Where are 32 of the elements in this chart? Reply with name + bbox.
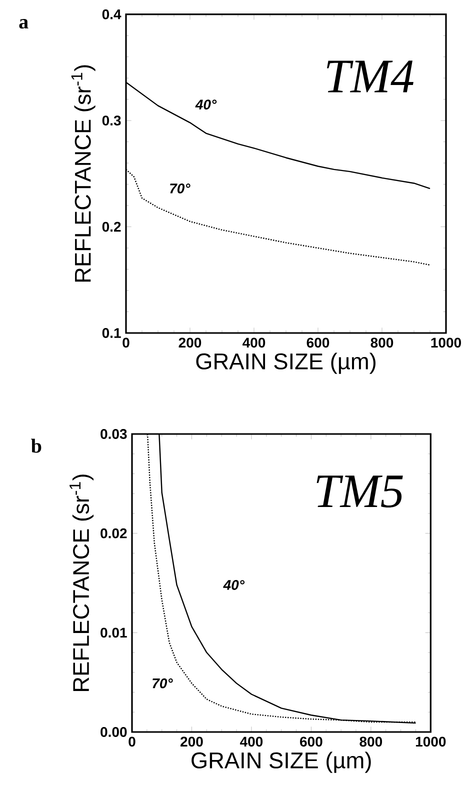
x-tick-label: 0	[122, 338, 130, 348]
x-tick-label: 1000	[431, 338, 461, 348]
y-tick-label: 0.3	[102, 116, 121, 126]
y-tick-label: 0.1	[102, 328, 121, 338]
series-label: 40°	[195, 100, 217, 110]
text: 40°	[223, 580, 245, 590]
x-tick-label: 400	[240, 736, 263, 747]
text: TM4	[326, 60, 414, 92]
x-tick-label: 1000	[416, 736, 446, 747]
y-axis-title: REFLECTANCE (sr$^{-1}$)	[71, 65, 96, 282]
x-tick-label: 0	[128, 736, 136, 747]
y-axis-title: REFLECTANCE (sr$^{-1}$)	[70, 474, 94, 691]
x-tick-label: 600	[300, 736, 322, 747]
text: a	[19, 19, 28, 29]
y-tick-label: 0.00	[100, 727, 127, 737]
x-tick-label: 600	[306, 338, 330, 348]
series-label: 70°	[170, 183, 190, 194]
y-tick-label: 0.2	[102, 222, 121, 232]
series-label: 70°	[152, 678, 173, 688]
text: b	[31, 438, 42, 453]
x-tick-label: 200	[180, 736, 203, 747]
x-tick-label: 800	[360, 736, 382, 747]
y-tick-label: 0.02	[100, 528, 127, 538]
x-tick-label: 200	[178, 338, 202, 348]
y-tick-label: 0.4	[102, 9, 122, 20]
x-axis-title: GRAIN SIZE (µm)	[192, 752, 371, 773]
text: TM5	[316, 476, 403, 508]
x-axis-title: GRAIN SIZE (µm)	[196, 352, 376, 374]
y-tick-label: 0.01	[100, 628, 127, 638]
x-tick-label: 800	[370, 338, 394, 348]
x-tick-label: 400	[242, 338, 266, 348]
y-tick-label: 0.03	[100, 429, 127, 439]
